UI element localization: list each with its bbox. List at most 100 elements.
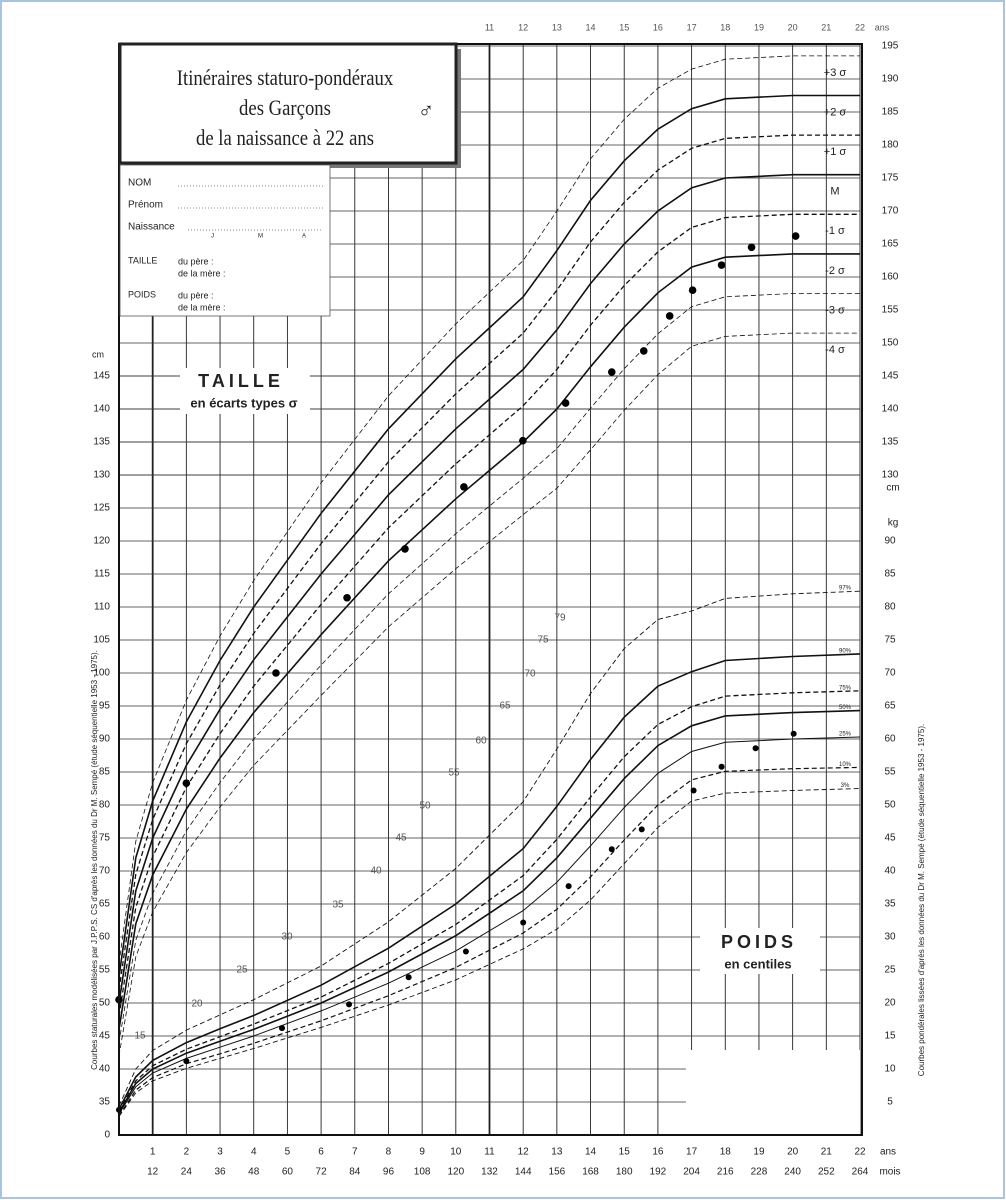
x-tick-label: 11 bbox=[484, 1147, 495, 1158]
measurement-dot bbox=[607, 368, 616, 376]
form-sub-label: M bbox=[258, 234, 263, 240]
form-label: Prénom bbox=[128, 200, 163, 211]
x-tick-label: 20 bbox=[787, 1147, 799, 1158]
x-tick-label: 22 bbox=[854, 1147, 866, 1158]
y-unit: cm bbox=[886, 483, 899, 494]
measurement-dot bbox=[182, 779, 191, 788]
y2-tick-label: 5 bbox=[887, 1097, 893, 1108]
y-tick-label: 45 bbox=[99, 1031, 111, 1042]
legend-label: -1 σ bbox=[825, 225, 845, 237]
y-right-tick-label: 195 bbox=[882, 41, 899, 52]
x-tick-label: 18 bbox=[720, 1147, 732, 1158]
curve bbox=[118, 690, 861, 1112]
month-label: 156 bbox=[549, 1167, 566, 1178]
legend-label: +2 σ bbox=[824, 106, 847, 118]
y-tick-label: 40 bbox=[99, 1064, 111, 1075]
y-right-tick-label: 165 bbox=[882, 239, 899, 250]
y-origin-label: 0 bbox=[104, 1130, 110, 1141]
month-label: 48 bbox=[248, 1167, 260, 1178]
legend-label: 3% bbox=[841, 783, 850, 789]
y-right-tick-label: 140 bbox=[882, 404, 899, 415]
weight-guide-label: 30 bbox=[281, 932, 293, 943]
y-right-tick-label: 160 bbox=[882, 272, 899, 283]
x-tick-label: 16 bbox=[652, 1147, 664, 1158]
measurement-dot bbox=[665, 312, 674, 320]
x-tick-label: 12 bbox=[518, 1147, 530, 1158]
y-tick-label: 90 bbox=[99, 734, 111, 745]
y-tick-label: 80 bbox=[99, 800, 111, 811]
x-tick-label: 19 bbox=[753, 1147, 765, 1158]
y-tick-label: 145 bbox=[93, 371, 110, 382]
y-tick-label: 85 bbox=[99, 767, 111, 778]
legend-label: 97% bbox=[839, 586, 852, 592]
x-top-tick-label: 15 bbox=[619, 22, 629, 32]
y-tick-label: 70 bbox=[99, 866, 111, 877]
x-top-tick-label: 12 bbox=[518, 22, 528, 32]
curve bbox=[118, 94, 860, 977]
y-tick-label: 60 bbox=[99, 932, 111, 943]
x-tick-label: 2 bbox=[184, 1147, 190, 1158]
plot-frame bbox=[118, 43, 863, 1136]
section-subtitle: en centiles bbox=[724, 956, 791, 971]
y-tick-label: 130 bbox=[93, 470, 110, 481]
legend-label: 75% bbox=[839, 685, 852, 691]
y2-tick-label: 35 bbox=[884, 899, 896, 910]
y-right-tick-label: 130 bbox=[882, 470, 899, 481]
month-label: 252 bbox=[818, 1167, 835, 1178]
form-sub-label: J bbox=[211, 234, 214, 240]
y-tick-label: 65 bbox=[99, 899, 111, 910]
y2-tick-label: 40 bbox=[884, 866, 896, 877]
month-label: 228 bbox=[751, 1167, 768, 1178]
x-top-tick-label: 19 bbox=[754, 22, 764, 32]
y-tick-label: 35 bbox=[99, 1097, 111, 1108]
y-tick-label: 135 bbox=[93, 437, 110, 448]
weight-guide-label: 20 bbox=[191, 999, 203, 1010]
title-box bbox=[118, 42, 458, 165]
y2-tick-label: 85 bbox=[884, 569, 896, 580]
legend-label: 10% bbox=[839, 762, 852, 768]
x-tick-label: 1 bbox=[150, 1147, 156, 1158]
y-right-tick-label: 150 bbox=[882, 338, 899, 349]
legend-label: +3 σ bbox=[824, 67, 847, 79]
y2-tick-label: 15 bbox=[884, 1031, 896, 1042]
measurement-dot bbox=[343, 593, 351, 602]
month-label: 204 bbox=[683, 1167, 700, 1178]
weight-guide-label: 25 bbox=[236, 965, 248, 976]
weight-guide-label: 15 bbox=[134, 1031, 146, 1042]
form-label: du père : bbox=[178, 256, 214, 266]
y-tick-label: 140 bbox=[93, 404, 110, 415]
x-top-tick-label: 16 bbox=[653, 22, 663, 32]
legend-label: +1 σ bbox=[824, 146, 847, 158]
y-tick-label: 50 bbox=[99, 998, 111, 1009]
legend-label: -4 σ bbox=[825, 344, 845, 356]
x-tick-label: 10 bbox=[450, 1147, 462, 1158]
month-label: 108 bbox=[414, 1167, 431, 1178]
y2-tick-label: 55 bbox=[884, 767, 896, 778]
legend-label: 25% bbox=[839, 732, 852, 738]
form-label: TAILLE bbox=[128, 255, 157, 265]
x-top-tick-label: 11 bbox=[485, 22, 494, 32]
curve bbox=[118, 253, 860, 1030]
form-sub-label: A bbox=[302, 234, 306, 240]
measurement-dot bbox=[272, 669, 280, 677]
month-label: 192 bbox=[650, 1167, 667, 1178]
x-tick-label: 21 bbox=[821, 1147, 833, 1158]
x-tick-label: 7 bbox=[352, 1147, 358, 1158]
x-tick-label: 14 bbox=[585, 1147, 597, 1158]
label-backdrop bbox=[700, 928, 820, 974]
x-top-tick-label: 21 bbox=[821, 22, 831, 32]
weight-guide-label: 35 bbox=[332, 900, 344, 911]
measurement-dot bbox=[639, 347, 648, 355]
measurement-dot bbox=[460, 483, 468, 491]
x-tick-label: 5 bbox=[285, 1147, 291, 1158]
form-label: du père : bbox=[178, 290, 214, 300]
x-top-tick-label: 14 bbox=[586, 22, 596, 32]
curve bbox=[118, 766, 861, 1117]
measurement-dot bbox=[346, 1001, 353, 1008]
measurement-dot bbox=[747, 243, 756, 252]
month-label: 132 bbox=[481, 1167, 498, 1178]
x-top-tick-label: 18 bbox=[720, 22, 730, 32]
weight-guide-label: 75 bbox=[537, 635, 549, 646]
